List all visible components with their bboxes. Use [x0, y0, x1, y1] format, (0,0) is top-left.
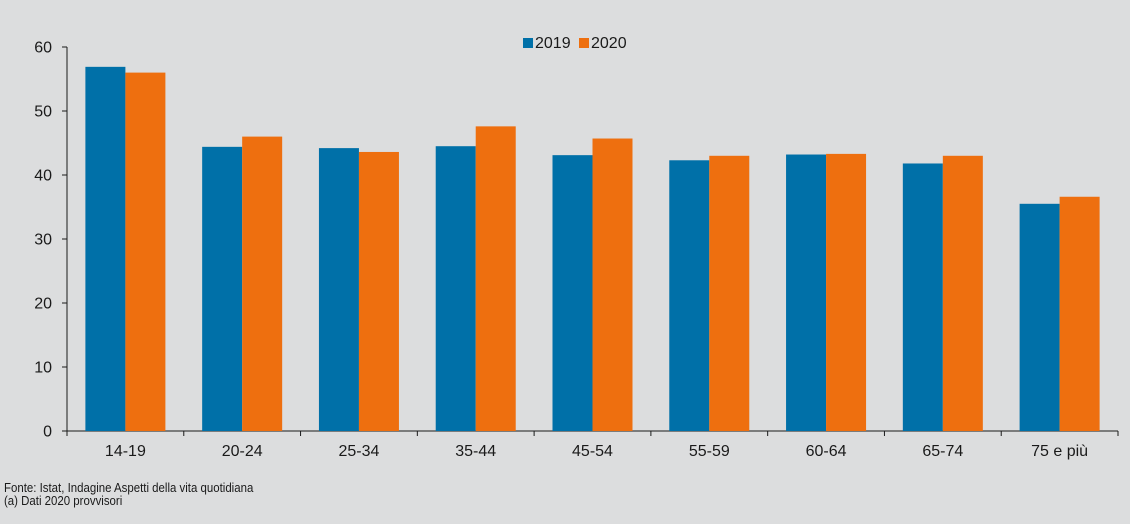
bar-2019-55-59	[669, 160, 710, 431]
legend-label-2020: 2020	[591, 35, 627, 52]
y-tick-label: 20	[34, 296, 52, 313]
x-tick-label: 25-34	[338, 443, 379, 460]
bar-2019-60-64	[786, 154, 827, 431]
x-tick-label: 35-44	[455, 443, 496, 460]
footnote: (a) Dati 2020 provvisori	[4, 493, 123, 508]
bar-2019-20-24	[202, 146, 243, 431]
y-tick-label: 30	[34, 232, 52, 249]
bars	[85, 66, 1100, 432]
bar-2020-65-74	[942, 155, 983, 432]
bar-2020-75-e-più	[1059, 196, 1100, 431]
bar-2020-35-44	[475, 126, 516, 432]
bar-2020-45-54	[592, 138, 633, 431]
y-tick-label: 0	[43, 424, 52, 441]
bar-2019-25-34	[318, 148, 359, 431]
bar-2020-20-24	[242, 136, 283, 431]
x-tick-label: 45-54	[572, 443, 613, 460]
legend: 2019 2020	[523, 35, 627, 52]
x-tick-label: 75 e più	[1031, 443, 1088, 460]
x-tick-label: 60-64	[806, 443, 847, 460]
x-tick-label: 65-74	[922, 443, 963, 460]
y-tick-label: 50	[34, 104, 52, 121]
x-tick-label: 14-19	[105, 443, 146, 460]
bar-2019-65-74	[902, 163, 943, 432]
x-tick-label: 20-24	[222, 443, 263, 460]
legend-label-2019: 2019	[535, 35, 571, 52]
bar-2020-14-19	[125, 72, 166, 431]
bar-2019-35-44	[435, 146, 476, 431]
y-tick-label: 40	[34, 168, 52, 185]
x-tick-label: 55-59	[689, 443, 730, 460]
bar-2019-45-54	[552, 155, 593, 431]
y-tick-label: 10	[34, 360, 52, 377]
bar-2020-60-64	[826, 153, 867, 431]
bar-2019-14-19	[85, 66, 126, 431]
bar-2019-75-e-più	[1019, 203, 1060, 431]
y-tick-label: 60	[34, 40, 52, 57]
bar-2020-55-59	[709, 155, 750, 432]
legend-swatch-2019	[523, 38, 533, 48]
axes: 0 10 20 30 40 50 60 14-19 20-24 25-34 35-44 45-54 55…	[34, 40, 1119, 460]
source-note: Fonte: Istat, Indagine Aspetti della vit…	[4, 480, 254, 495]
bar-2020-25-34	[358, 151, 399, 431]
legend-swatch-2020	[579, 38, 589, 48]
